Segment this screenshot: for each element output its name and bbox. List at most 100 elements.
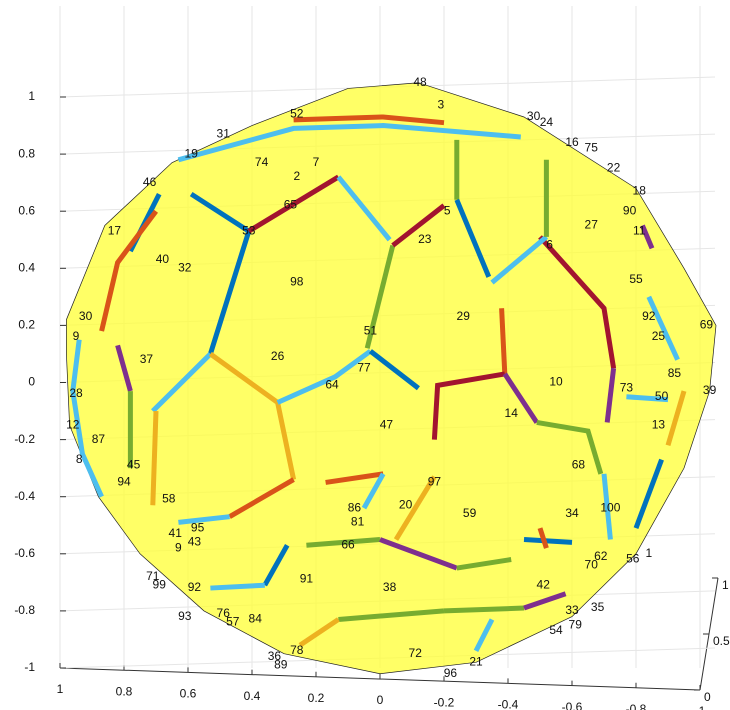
node-label: 87	[92, 432, 106, 446]
node-label: 51	[364, 323, 378, 337]
node-label: 2	[293, 169, 300, 183]
node-label: 30	[527, 109, 541, 123]
y-tick-label: 0.2	[18, 318, 35, 332]
node-label: 68	[572, 457, 586, 471]
node-label: 12	[66, 417, 80, 431]
node-label: 86	[348, 500, 362, 514]
x-tick-label: 0.2	[308, 691, 325, 705]
node-label: 24	[540, 115, 554, 129]
node-label: 84	[249, 612, 263, 626]
node-label: 28	[69, 386, 83, 400]
node-label: 93	[178, 609, 192, 623]
node-label: 21	[469, 654, 483, 668]
node-label: 58	[162, 492, 176, 506]
node-label: 18	[633, 183, 647, 197]
node-label: 29	[457, 309, 471, 323]
node-label: 22	[607, 161, 621, 175]
node-label: 10	[549, 375, 563, 389]
x-tick-label: 0.4	[244, 689, 261, 703]
x-tick-label: -0.2	[434, 695, 455, 709]
node-label: 62	[594, 549, 608, 563]
y-tick-label: 0.8	[18, 146, 35, 160]
node-label: 11	[633, 223, 646, 237]
node-label: 5	[444, 203, 451, 217]
y-tick-label: -0.6	[14, 546, 35, 560]
node-label: 37	[140, 352, 154, 366]
node-label: 33	[565, 603, 579, 617]
edge	[153, 411, 156, 505]
edge	[524, 540, 572, 543]
node-label: 89	[274, 657, 288, 671]
z-tick-label: 1	[722, 578, 729, 592]
node-label: 13	[652, 417, 666, 431]
node-label: 26	[271, 349, 285, 363]
node-label: 41	[169, 526, 183, 540]
node-label: 9	[73, 329, 80, 343]
z-tick-label: 0	[704, 690, 711, 704]
node-label: 1	[645, 546, 652, 560]
node-label: 6	[546, 238, 553, 252]
y-tick-label: -0.8	[14, 603, 35, 617]
node-label: 77	[357, 360, 371, 374]
node-label: 46	[143, 175, 157, 189]
node-label: 65	[284, 198, 298, 212]
node-label: 32	[178, 260, 192, 274]
x-tick-label: -0.6	[562, 700, 583, 710]
node-label: 78	[290, 643, 304, 657]
node-label: 47	[380, 417, 394, 431]
node-label: 30	[79, 309, 93, 323]
node-label: 50	[655, 389, 669, 403]
node-label: 100	[600, 500, 620, 514]
node-label: 39	[703, 383, 717, 397]
y-tick-label: -0.2	[14, 432, 35, 446]
node-label: 59	[463, 506, 477, 520]
node-label: 74	[255, 155, 269, 169]
node-label: 40	[156, 252, 170, 266]
node-label: 69	[700, 318, 714, 332]
edge	[502, 308, 505, 374]
node-label: 43	[188, 535, 202, 549]
node-label: 91	[300, 572, 314, 586]
node-label: 85	[668, 366, 682, 380]
node-label: 23	[418, 232, 432, 246]
node-label: 17	[108, 223, 122, 237]
edge	[210, 585, 264, 588]
y-tick-label: 0.6	[18, 203, 35, 217]
x-tick-label: 1	[57, 682, 64, 696]
x-tick-label: -0.4	[498, 698, 519, 710]
node-label: 92	[642, 309, 656, 323]
edge	[444, 608, 524, 611]
node-label: 66	[341, 537, 355, 551]
y-tick-label: 1	[28, 89, 35, 103]
node-label: 16	[565, 135, 579, 149]
node-label: 72	[409, 646, 423, 660]
node-label: 35	[591, 600, 605, 614]
node-label: 98	[290, 275, 304, 289]
node-label: 3	[437, 98, 444, 112]
chart: 1 0.8 0.6 0.4 0.2 0 -0.2 -0.4 -0.6 -0.8 -1 -1 -0.8 -0…	[0, 0, 730, 710]
x-tick-label: -1	[695, 704, 706, 710]
node-label: 56	[626, 552, 640, 566]
node-label: 14	[505, 406, 519, 420]
node-label: 64	[325, 378, 339, 392]
y-tick-label: -1	[24, 660, 35, 674]
node-label: 57	[226, 614, 240, 628]
node-label: 90	[623, 203, 637, 217]
node-label: 27	[585, 218, 599, 232]
z-tick-label: 0.5	[713, 634, 730, 648]
node-label: 95	[191, 520, 205, 534]
node-label: 25	[652, 329, 666, 343]
node-label: 94	[117, 475, 131, 489]
node-label: 55	[629, 272, 643, 286]
y-tick-label: 0	[28, 375, 35, 389]
node-label: 45	[127, 457, 141, 471]
node-label: 38	[383, 580, 397, 594]
node-label: 8	[76, 452, 83, 466]
node-label: 75	[585, 141, 599, 155]
node-label: 34	[565, 506, 579, 520]
x-tick-label: -0.8	[626, 702, 647, 710]
node-label: 48	[413, 75, 427, 89]
node-label: 54	[549, 623, 563, 637]
node-label: 7	[313, 155, 320, 169]
node-label: 97	[428, 475, 442, 489]
